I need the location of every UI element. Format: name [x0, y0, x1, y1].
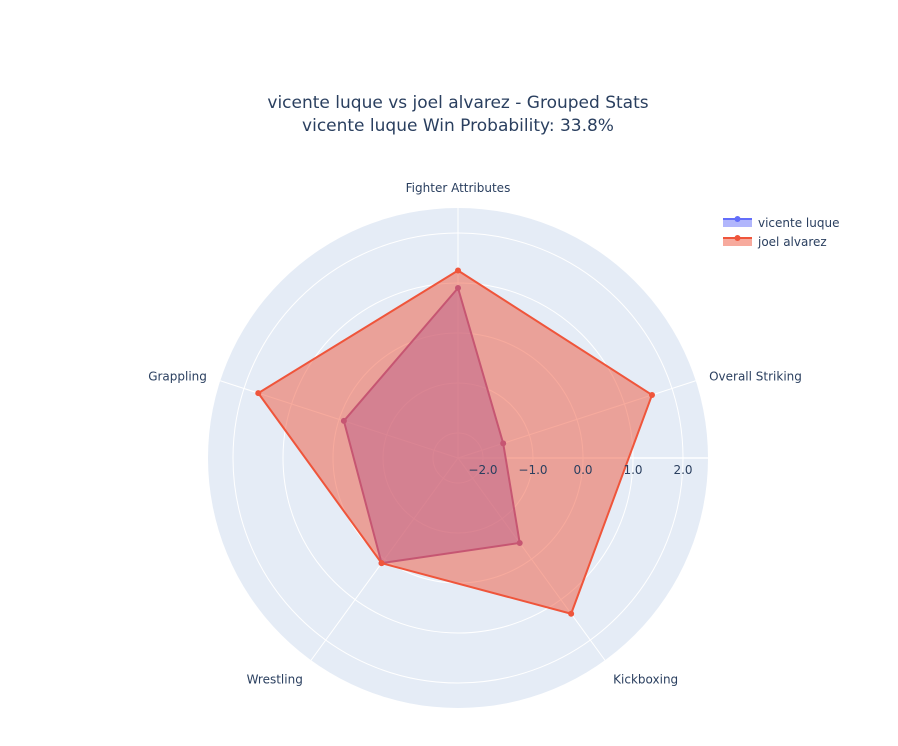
- angular-axis-label: Wrestling: [247, 673, 303, 687]
- data-point[interactable]: [455, 267, 461, 274]
- legend-label: joel alvarez: [757, 235, 827, 249]
- series-area: [257, 269, 654, 615]
- legend-swatch: [723, 238, 752, 246]
- radial-tick-labels: −2.0 −1.0 0.0 1.0 2.0: [468, 463, 692, 477]
- legend-swatch: [723, 219, 752, 227]
- chart-subtitle: vicente luque Win Probability: 33.8%: [302, 116, 614, 136]
- angular-axis-label: Kickboxing: [613, 673, 678, 687]
- chart-title: vicente luque vs joel alvarez - Grouped …: [267, 93, 648, 113]
- angular-axis-label: Fighter Attributes: [406, 181, 511, 195]
- angular-axis-label: Overall Striking: [709, 369, 802, 383]
- data-point[interactable]: [568, 610, 575, 617]
- legend-label: vicente luque: [758, 216, 839, 230]
- radial-tick-label: 1.0: [623, 463, 642, 477]
- legend-item[interactable]: joel alvarez: [723, 235, 827, 249]
- legend-marker: [734, 216, 741, 222]
- legend-marker: [734, 235, 741, 241]
- data-point[interactable]: [649, 391, 656, 398]
- radial-tick-label: −2.0: [468, 463, 497, 477]
- legend-item[interactable]: vicente luque: [723, 216, 839, 230]
- series-layer: [255, 267, 656, 617]
- angular-axis-label: Grappling: [148, 369, 207, 383]
- series-joel-alvarez: [255, 267, 656, 617]
- radial-tick-label: 2.0: [673, 463, 692, 477]
- angular-axis-labels: Fighter Attributes Overall Striking Kickbo…: [148, 181, 802, 687]
- data-point[interactable]: [255, 390, 262, 397]
- radial-tick-label: 0.0: [573, 463, 592, 477]
- legend[interactable]: vicente luque joel alvarez: [723, 216, 839, 249]
- data-point[interactable]: [378, 560, 385, 567]
- radial-tick-label: −1.0: [518, 463, 547, 477]
